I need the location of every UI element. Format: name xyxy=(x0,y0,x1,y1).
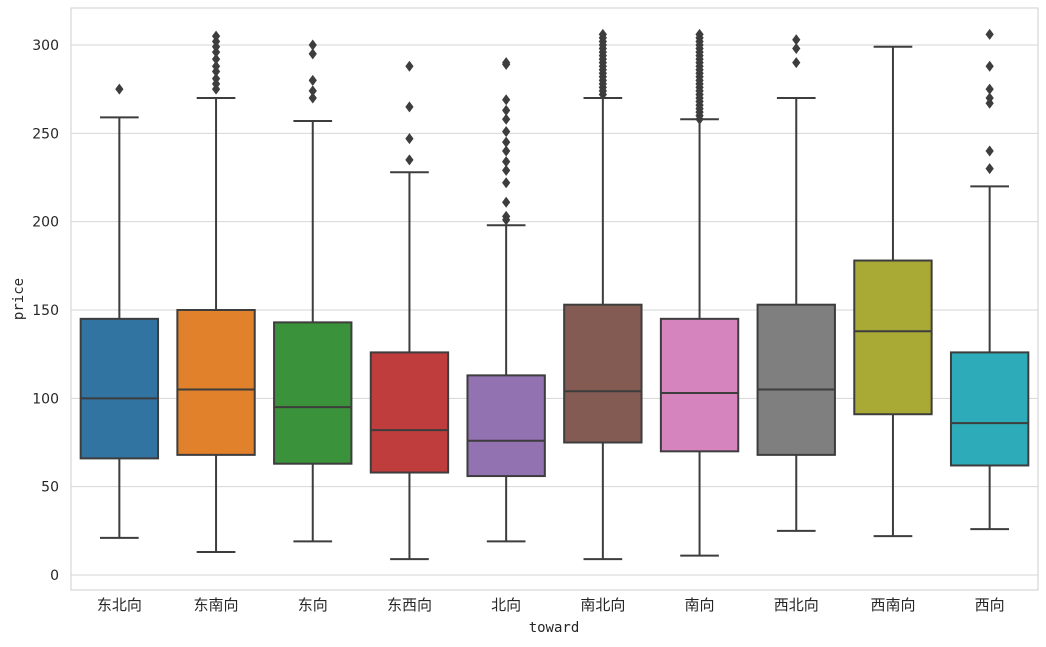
outlier-point xyxy=(792,57,801,69)
x-tick-label: 东西向 xyxy=(387,596,432,614)
x-tick-label: 南北向 xyxy=(580,596,625,614)
x-tick-label: 东南向 xyxy=(194,596,239,614)
y-tick-label: 0 xyxy=(50,568,59,584)
x-tick-label: 东向 xyxy=(298,596,328,614)
iqr-box xyxy=(949,351,1030,467)
iqr-box xyxy=(466,374,546,478)
iqr-box xyxy=(756,303,836,456)
iqr-box xyxy=(563,303,643,444)
box-group xyxy=(369,60,450,561)
box-group xyxy=(176,30,256,554)
outlier-point xyxy=(502,164,511,176)
outlier-point xyxy=(985,145,994,157)
outlier-point xyxy=(502,145,511,157)
x-tick-label: 东北向 xyxy=(97,596,142,614)
iqr-box xyxy=(273,321,353,465)
outlier-point xyxy=(502,156,511,168)
iqr-box xyxy=(176,309,256,456)
outlier-point xyxy=(211,53,221,65)
outlier-point xyxy=(502,113,511,125)
box-group xyxy=(563,28,643,561)
outlier-point xyxy=(308,85,317,97)
outlier-point xyxy=(985,28,994,40)
y-tick-label: 200 xyxy=(32,215,59,231)
outlier-point xyxy=(502,104,511,116)
outlier-point xyxy=(985,163,994,175)
outlier-point xyxy=(502,57,511,69)
outlier-point xyxy=(695,28,704,40)
outlier-point xyxy=(211,30,221,42)
outlier-point xyxy=(502,126,511,138)
outlier-point xyxy=(115,83,124,95)
outlier-point xyxy=(405,60,414,72)
outlier-point xyxy=(502,136,511,148)
outlier-point xyxy=(405,101,414,113)
outlier-point xyxy=(211,60,221,72)
y-tick-label: 50 xyxy=(41,480,59,496)
x-tick-label: 西向 xyxy=(975,596,1005,614)
outlier-point xyxy=(985,83,994,95)
x-tick-label: 北向 xyxy=(491,596,521,614)
y-tick-label: 150 xyxy=(32,303,59,319)
outlier-point xyxy=(502,94,511,106)
boxes xyxy=(79,28,1030,561)
y-tick-label: 100 xyxy=(32,391,59,407)
outlier-point xyxy=(308,48,317,60)
outlier-point xyxy=(405,133,414,145)
x-axis-title: toward xyxy=(529,620,580,636)
y-tick-label: 250 xyxy=(32,126,59,142)
outlier-point xyxy=(985,60,994,72)
box-group xyxy=(659,28,740,557)
box-group xyxy=(853,45,933,538)
iqr-box xyxy=(79,317,160,460)
outlier-point xyxy=(502,196,511,208)
x-axis-ticks: 东北向 东南向 东向 东西向 北向 南北向 南向 西北向 西南向 西向 xyxy=(97,596,1005,614)
outlier-point xyxy=(502,177,511,189)
outlier-point xyxy=(308,92,317,104)
outlier-point xyxy=(405,154,414,166)
y-tick-label: 300 xyxy=(32,38,59,54)
x-tick-label: 西南向 xyxy=(870,596,915,614)
y-axis-ticks: 0 50 100 150 200 250 300 xyxy=(32,38,59,584)
outlier-point xyxy=(598,28,607,40)
box-group xyxy=(79,83,160,539)
outlier-point xyxy=(308,39,317,51)
x-tick-label: 南向 xyxy=(685,596,715,614)
grid-lines xyxy=(71,44,1038,576)
outlier-point xyxy=(308,74,317,86)
outlier-point xyxy=(502,210,511,222)
box-group xyxy=(273,39,353,543)
y-axis-title: price xyxy=(11,278,27,320)
x-tick-label: 西北向 xyxy=(774,596,819,614)
outlier-point xyxy=(792,34,801,46)
iqr-box xyxy=(853,259,933,416)
iqr-box xyxy=(659,317,740,453)
iqr-box xyxy=(369,351,450,474)
outlier-point xyxy=(792,43,801,55)
outlier-point xyxy=(985,92,994,104)
outlier-point xyxy=(211,73,221,85)
box-group xyxy=(949,28,1030,531)
box-group xyxy=(466,57,546,543)
box-group xyxy=(756,34,836,532)
